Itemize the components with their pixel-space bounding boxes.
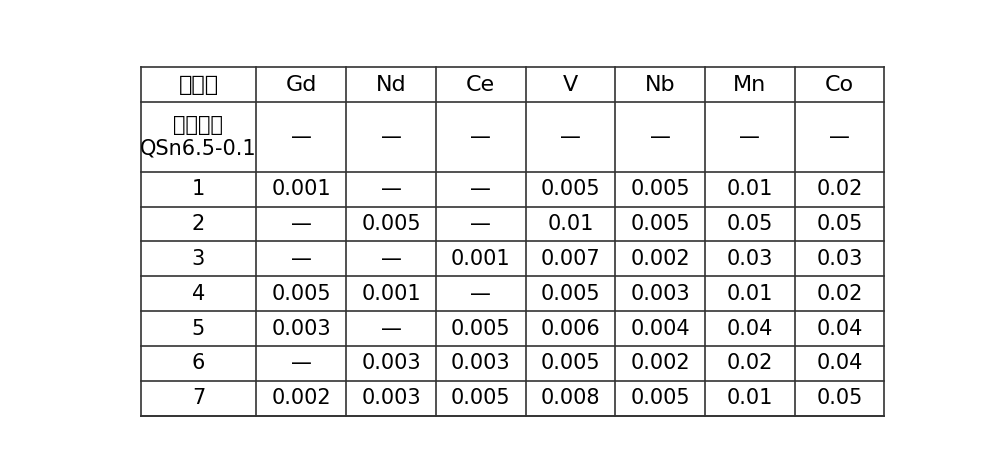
Text: 0.008: 0.008 [541,388,600,408]
Text: 6: 6 [192,353,205,374]
Text: 0.003: 0.003 [271,318,331,339]
Text: 对比合金
QSn6.5-0.1: 对比合金 QSn6.5-0.1 [140,115,257,159]
Text: 0.05: 0.05 [727,214,773,234]
Text: 0.005: 0.005 [451,388,511,408]
Text: 0.005: 0.005 [630,388,690,408]
Text: 1: 1 [192,179,205,199]
Text: 0.005: 0.005 [630,179,690,199]
Text: Ce: Ce [466,75,495,95]
Text: —: — [470,179,491,199]
Text: 0.005: 0.005 [361,214,421,234]
Text: 0.02: 0.02 [816,284,863,304]
Text: —: — [381,127,401,147]
Text: V: V [563,75,578,95]
Text: 0.003: 0.003 [361,353,421,374]
Text: Gd: Gd [286,75,317,95]
Text: 0.001: 0.001 [361,284,421,304]
Text: 0.005: 0.005 [451,318,511,339]
Text: —: — [381,249,401,269]
Text: Nb: Nb [645,75,675,95]
Text: —: — [381,318,401,339]
Text: 0.04: 0.04 [816,353,863,374]
Text: 0.005: 0.005 [541,179,600,199]
Text: 0.02: 0.02 [727,353,773,374]
Text: 3: 3 [192,249,205,269]
Text: —: — [470,284,491,304]
Text: 0.01: 0.01 [727,284,773,304]
Text: —: — [470,127,491,147]
Text: —: — [650,127,671,147]
Text: 0.01: 0.01 [727,388,773,408]
Text: 7: 7 [192,388,205,408]
Text: 0.001: 0.001 [271,179,331,199]
Text: 2: 2 [192,214,205,234]
Text: 0.001: 0.001 [451,249,511,269]
Text: 0.05: 0.05 [816,388,863,408]
Text: 0.005: 0.005 [630,214,690,234]
Text: 0.004: 0.004 [630,318,690,339]
Text: —: — [829,127,850,147]
Text: 0.005: 0.005 [541,284,600,304]
Text: Nd: Nd [376,75,406,95]
Text: 0.05: 0.05 [816,214,863,234]
Text: —: — [470,214,491,234]
Text: 实施例: 实施例 [178,75,219,95]
Text: 0.003: 0.003 [630,284,690,304]
Text: 0.03: 0.03 [816,249,863,269]
Text: —: — [291,214,312,234]
Text: —: — [560,127,581,147]
Text: 0.006: 0.006 [541,318,600,339]
Text: —: — [291,127,312,147]
Text: 0.01: 0.01 [547,214,594,234]
Text: Co: Co [825,75,854,95]
Text: 0.04: 0.04 [727,318,773,339]
Text: —: — [291,353,312,374]
Text: 0.02: 0.02 [816,179,863,199]
Text: 0.003: 0.003 [451,353,511,374]
Text: —: — [381,179,401,199]
Text: 0.03: 0.03 [727,249,773,269]
Text: 0.002: 0.002 [630,249,690,269]
Text: Mn: Mn [733,75,767,95]
Text: 0.002: 0.002 [271,388,331,408]
Text: 0.007: 0.007 [541,249,600,269]
Text: 0.005: 0.005 [271,284,331,304]
Text: —: — [739,127,760,147]
Text: 0.04: 0.04 [816,318,863,339]
Text: 0.002: 0.002 [630,353,690,374]
Text: 4: 4 [192,284,205,304]
Text: 0.01: 0.01 [727,179,773,199]
Text: 0.005: 0.005 [541,353,600,374]
Text: 5: 5 [192,318,205,339]
Text: 0.003: 0.003 [361,388,421,408]
Text: —: — [291,249,312,269]
